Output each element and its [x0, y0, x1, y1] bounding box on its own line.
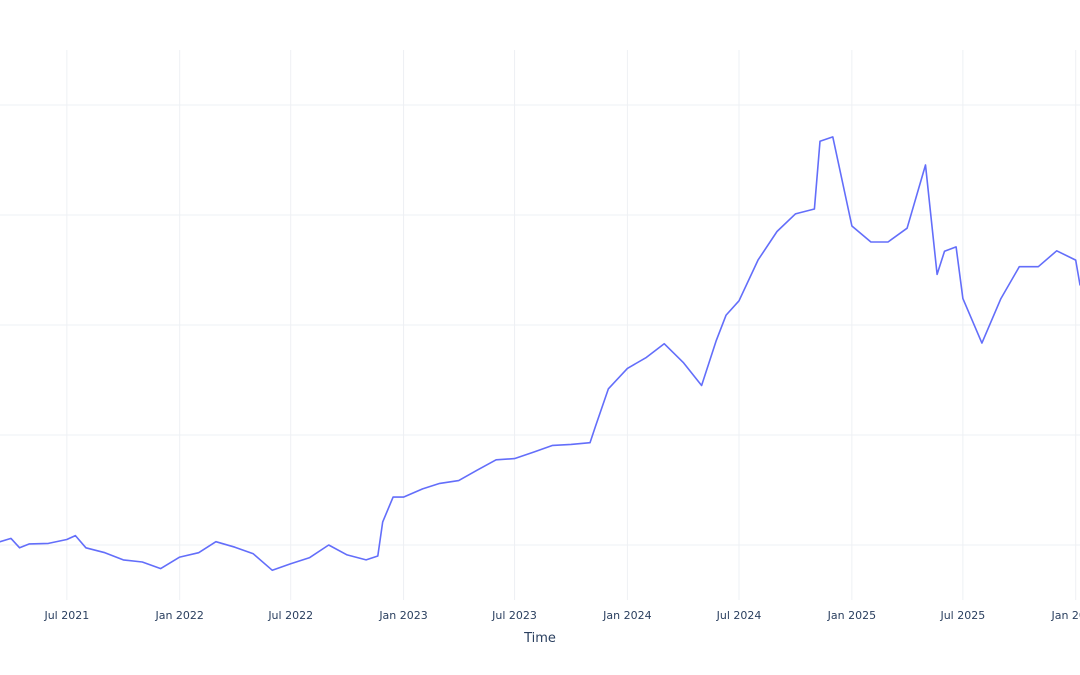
x-axis-ticks: Jul 2021 Jan 2022 Jul 2022 Jan 2023 Jul 2023…: [43, 609, 1080, 622]
x-tick-label-7: Jan 2025: [827, 609, 876, 622]
x-axis-title: Time: [523, 631, 556, 646]
x-tick-label-8: Jul 2025: [939, 609, 985, 622]
x-tick-label-9: Jan 2026: [1050, 609, 1080, 622]
x-tick-label-6: Jul 2024: [716, 609, 762, 622]
x-tick-label-3: Jan 2023: [378, 609, 427, 622]
x-tick-label-1: Jan 2022: [154, 609, 203, 622]
x-tick-label-2: Jul 2022: [267, 609, 313, 622]
plot-area: [0, 136, 1080, 572]
x-tick-label-0: Jul 2021: [43, 609, 89, 622]
series-line-0: [0, 136, 1080, 572]
gridlines: [0, 50, 1080, 600]
x-tick-label-4: Jul 2023: [491, 609, 537, 622]
x-tick-label-5: Jan 2024: [602, 609, 651, 622]
